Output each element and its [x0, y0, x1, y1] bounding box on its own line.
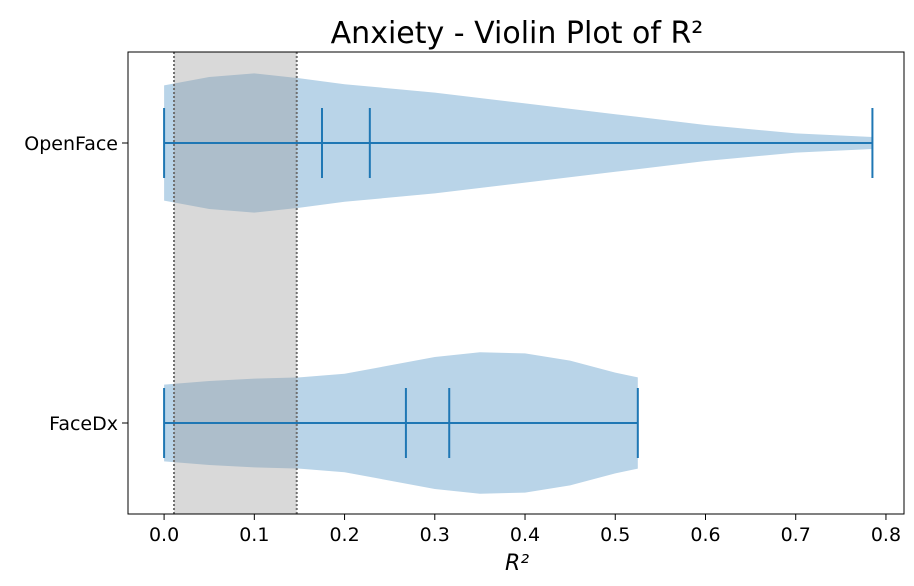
x-tick-label: 0.2 [329, 524, 359, 546]
x-axis-label: R² [505, 551, 529, 576]
x-tick-label: 0.5 [600, 524, 630, 546]
y-tick-label: FaceDx [49, 413, 118, 435]
chart-title: Anxiety - Violin Plot of R² [331, 16, 704, 51]
plot-area [163, 52, 874, 514]
x-tick-label: 0.7 [781, 524, 811, 546]
plot-frame [127, 51, 905, 515]
y-tick-label: OpenFace [24, 133, 118, 155]
shaded-band [174, 52, 297, 514]
x-tick-label: 0.1 [239, 524, 269, 546]
x-tick-label: 0.8 [871, 524, 901, 546]
axes: 0.0 0.1 0.2 0.3 0.4 0.5 0.6 0.7 0.8 OpenFace FaceD… [24, 133, 901, 546]
x-tick-label: 0.3 [420, 524, 450, 546]
x-tick-label: 0.0 [149, 524, 179, 546]
x-tick-label: 0.4 [510, 524, 540, 546]
x-tick-label: 0.6 [690, 524, 720, 546]
